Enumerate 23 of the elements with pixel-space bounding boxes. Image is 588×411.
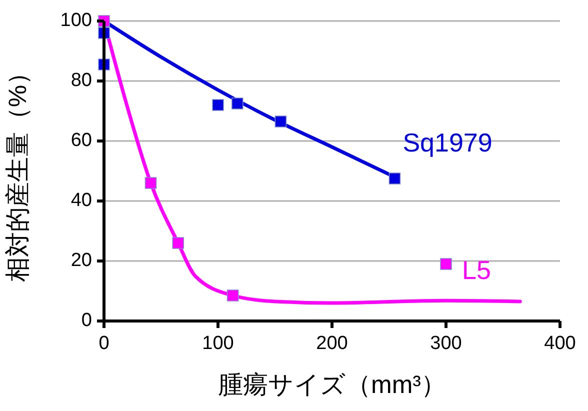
y-tick-label: 100 bbox=[60, 10, 92, 32]
x-tick-label: 100 bbox=[202, 333, 234, 354]
point bbox=[274, 116, 287, 128]
x-axis-title: 腫瘍サイズ（mm³） bbox=[218, 371, 446, 399]
y-tick-label: 0 bbox=[81, 310, 92, 332]
y-tick-label: 60 bbox=[70, 130, 92, 152]
point bbox=[144, 177, 157, 189]
y-tick-label: 20 bbox=[70, 250, 92, 272]
x-tick-label: 0 bbox=[98, 333, 110, 354]
point bbox=[440, 258, 452, 270]
y-tick-label: 40 bbox=[70, 190, 92, 212]
point bbox=[226, 290, 239, 302]
x-tick-label: 200 bbox=[316, 333, 348, 354]
y-tick-label: 80 bbox=[70, 70, 92, 92]
point bbox=[212, 99, 224, 111]
series-label: L5 bbox=[462, 254, 491, 285]
x-tick-label: 400 bbox=[544, 333, 576, 354]
point bbox=[231, 98, 244, 110]
series-label: Sq1979 bbox=[402, 127, 492, 158]
point bbox=[388, 172, 401, 184]
x-tick-label: 300 bbox=[430, 333, 462, 354]
point bbox=[172, 237, 184, 249]
y-axis-title: 相対的産生量（%） bbox=[4, 60, 32, 282]
